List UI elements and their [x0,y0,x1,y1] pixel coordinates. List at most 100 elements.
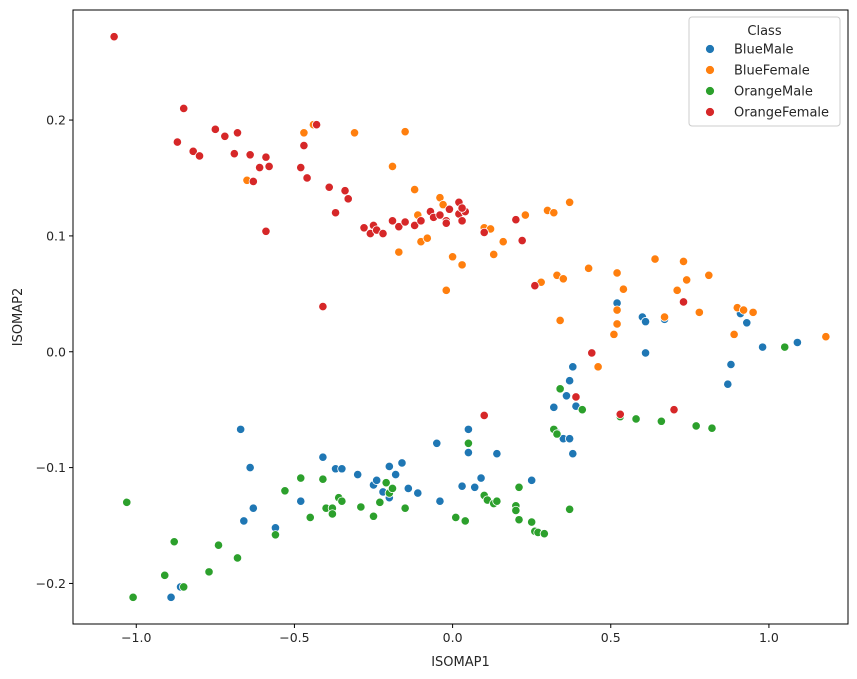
data-point [457,216,467,226]
legend: Class BlueMale BlueFemale OrangeMale Orange… [688,16,841,127]
legend-marker [705,86,715,96]
data-point [204,567,214,577]
data-point [245,150,255,160]
data-point [179,103,189,114]
data-point [530,281,540,291]
data-point [327,509,337,519]
legend-items: BlueMale BlueFemale OrangeMale OrangeFemale [705,43,829,121]
data-point [729,329,739,339]
data-point [296,496,306,506]
data-point [160,570,170,580]
y-tick-label: 0.0 [46,344,66,359]
data-point [650,254,660,264]
data-point [463,438,474,448]
data-point [565,197,575,207]
data-point [387,216,398,226]
data-point [568,362,578,372]
data-point [587,348,597,358]
data-point [245,462,255,473]
data-point [447,252,458,262]
legend-label: BlueMale [734,43,794,58]
y-axis: −0.2 −0.1 0.0 0.1 0.2 [36,113,73,591]
data-point [413,488,423,498]
data-point [394,247,404,257]
x-tick-label: −1.0 [121,630,151,645]
data-point [558,274,568,284]
data-point [337,464,347,474]
data-point [381,478,391,488]
data-point [435,496,445,506]
data-point [400,217,410,227]
data-point [248,176,258,187]
plot-frame [72,9,849,625]
data-point [498,237,508,247]
data-point [527,517,537,527]
data-point [220,131,230,141]
data-point [359,223,369,233]
y-tick-label: −0.2 [36,576,66,591]
data-point [340,186,350,196]
data-point [232,553,243,563]
x-tick-label: 0.0 [443,630,463,645]
data-point [410,220,420,231]
data-point [311,120,322,130]
data-point [400,503,410,513]
data-point [577,405,587,415]
data-point [517,235,527,246]
data-point [492,449,502,459]
x-axis-label: ISOMAP1 [431,655,490,670]
data-point [232,128,243,138]
data-point [549,402,559,412]
data-point [821,332,831,342]
data-point [229,149,239,159]
data-point [704,270,714,280]
data-point [264,161,274,171]
data-point [539,529,549,539]
data-point [723,379,733,389]
data-point [555,315,565,326]
data-point [261,226,271,236]
data-point [568,449,578,459]
data-point [742,318,752,328]
data-point [302,173,312,183]
data-point [565,434,575,444]
data-point [612,319,622,329]
data-point [615,409,625,419]
data-point [492,496,502,506]
x-axis: −1.0 −0.5 0.0 0.5 1.0 [121,624,779,645]
legend-title: Class [747,24,781,39]
data-point [571,392,581,402]
data-point [296,473,306,483]
legend-label: OrangeFemale [734,106,829,121]
data-point [330,208,341,218]
data-point [479,227,489,238]
data-point [213,540,224,550]
data-point [441,218,451,228]
data-point [678,297,689,307]
data-point [397,458,407,468]
data-point [318,301,328,312]
data-point [457,203,467,213]
data-point [109,32,119,42]
data-point [672,285,682,295]
data-point [299,140,309,151]
data-point [780,342,790,352]
data-point [261,152,271,162]
data-point [618,284,629,294]
data-point [337,496,347,506]
data-point [169,537,179,547]
data-point [387,161,398,171]
data-point [694,307,704,317]
data-point [296,162,306,173]
legend-box [688,16,841,127]
data-point [463,447,474,458]
data-point [514,482,524,492]
data-point [375,497,385,507]
data-point [438,200,448,210]
series-OrangeFemale [109,32,689,421]
data-point [179,582,189,592]
data-point [444,204,455,214]
data-point [691,421,701,431]
data-point [422,233,432,243]
